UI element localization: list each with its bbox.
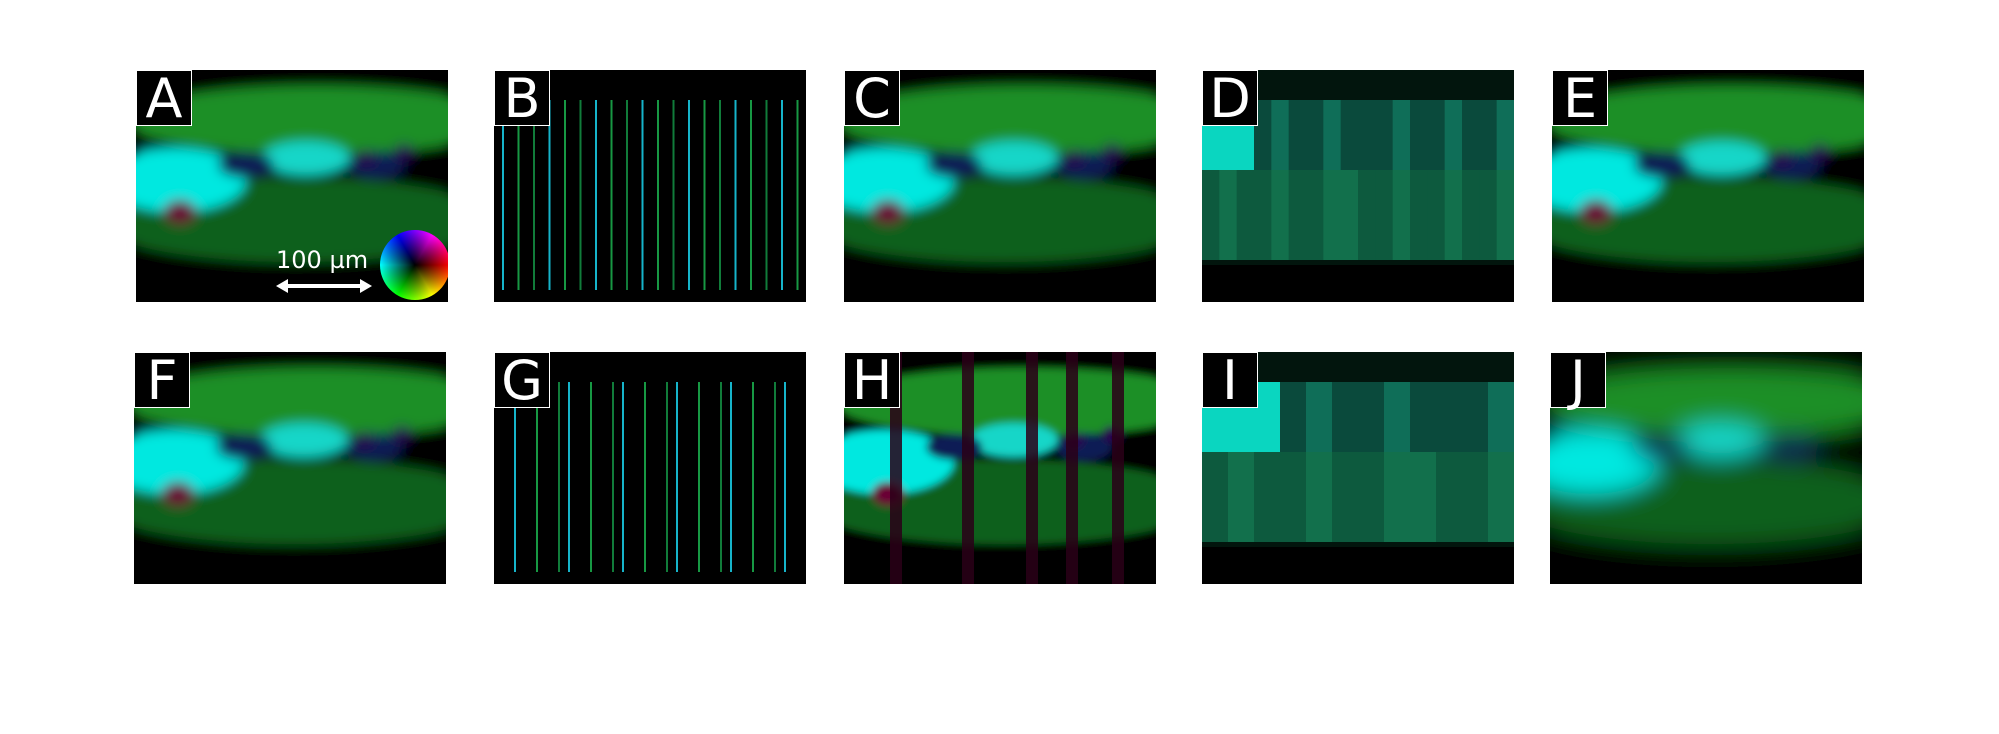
panel-b: B [494,70,806,302]
scale-bar-arrow [276,279,372,293]
panel-i: I [1202,352,1514,584]
panel-j-label: J [1550,352,1606,409]
panel-d-image [1202,70,1514,302]
panel-d-label: D [1202,70,1258,127]
panel-d: D [1202,70,1514,302]
panel-a: A 100 µm [136,70,448,302]
color-wheel-icon [380,230,448,300]
panel-c-image [844,70,1156,302]
panel-h-label: H [844,352,900,409]
panel-c-label: C [844,70,900,127]
panel-c: C [844,70,1156,302]
panel-h: H [844,352,1156,584]
panel-e-image [1552,70,1864,302]
panel-b-label: B [494,70,550,127]
panel-i-label: I [1202,352,1258,409]
panel-g: G [494,352,806,584]
panel-f: F [134,352,446,584]
panel-a-label: A [136,70,192,127]
panel-g-label: G [494,352,550,409]
panel-g-image [494,352,806,584]
panel-a-image [136,70,448,302]
panel-j: J [1550,352,1862,584]
panel-h-image [844,352,1156,584]
panel-i-image [1202,352,1514,584]
panel-e-label: E [1552,70,1608,127]
panel-f-label: F [134,352,190,409]
scale-bar-text: 100 µm [276,246,369,274]
panel-e: E [1552,70,1864,302]
